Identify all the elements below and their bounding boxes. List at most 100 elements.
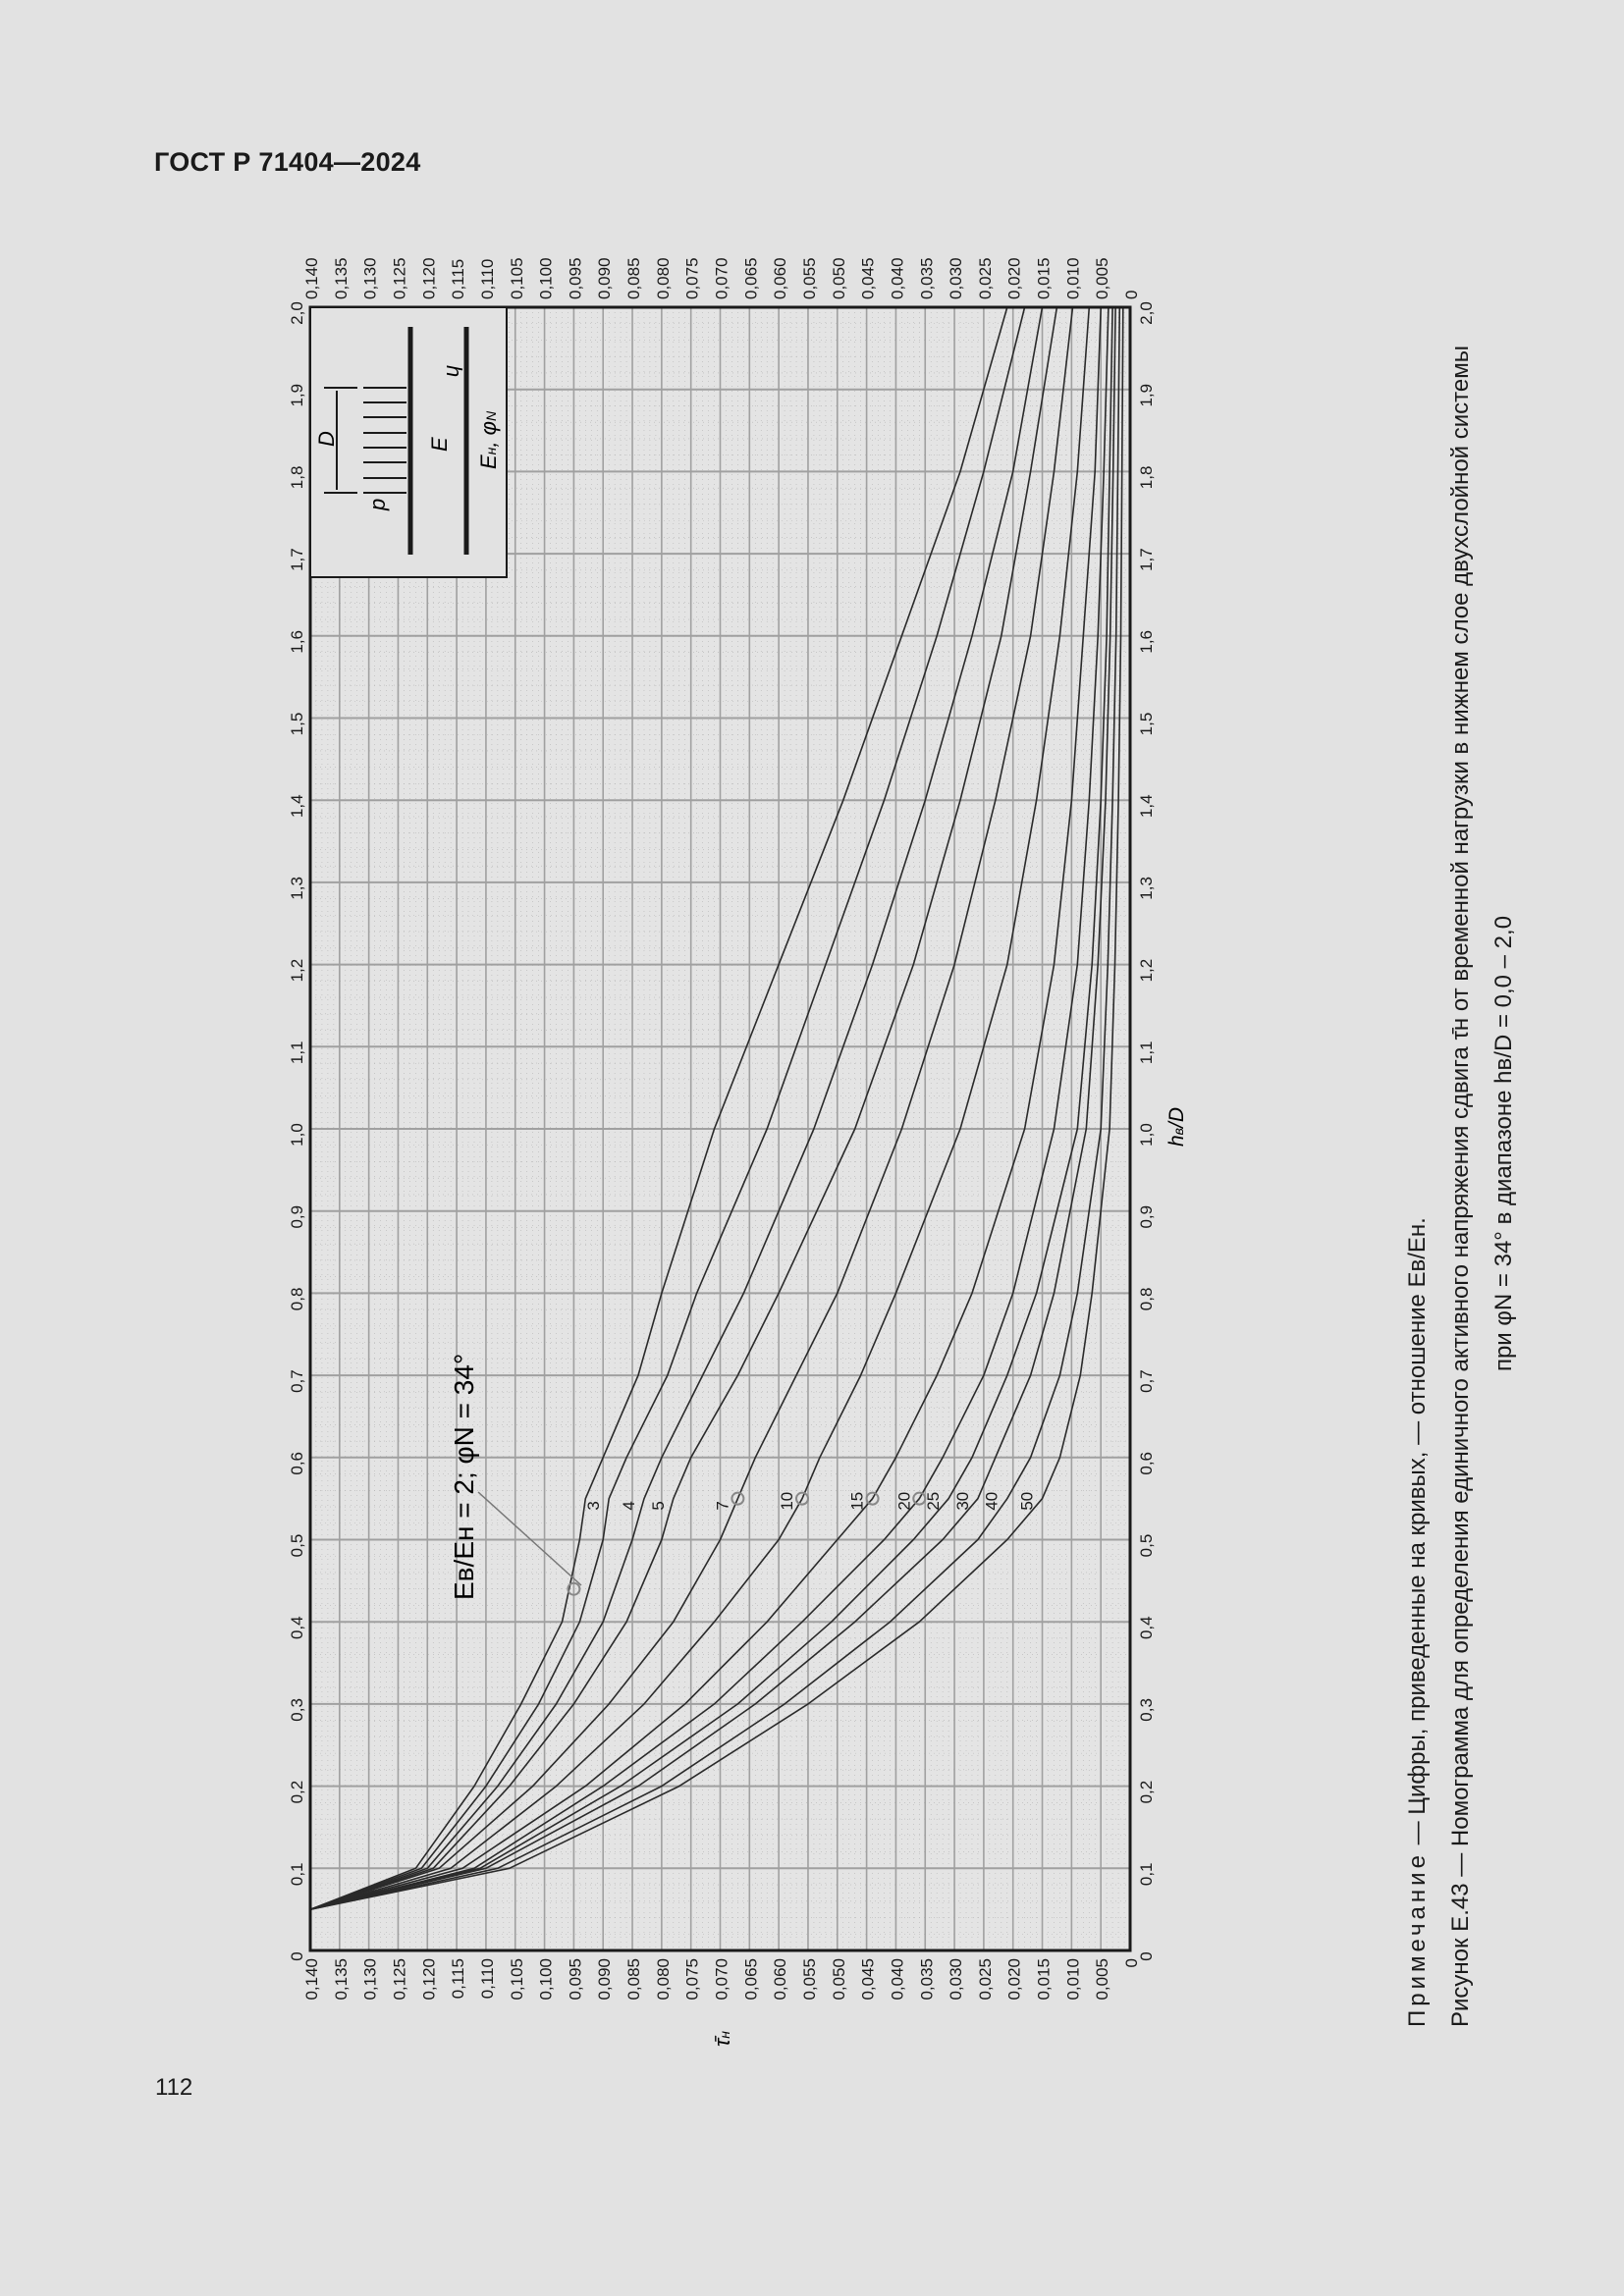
y-tick-label: 0,130 — [361, 1958, 380, 2001]
x-tick-label: 1,6 — [288, 630, 306, 654]
y-tick-label: 0,045 — [859, 1958, 878, 2001]
x-tick-label: 0 — [288, 1951, 306, 1960]
y-tick-label: 0,110 — [478, 259, 497, 299]
inset-label-p: p — [365, 499, 390, 511]
curve-label: 10 — [778, 1492, 796, 1511]
ratio-annotation: Eв/Eн = 2; φN = 34° — [449, 1354, 479, 1600]
curve-marker-circle — [567, 1581, 581, 1596]
y-tick-label: 0,005 — [1093, 257, 1111, 299]
x-tick-label: 1,4 — [1137, 794, 1156, 818]
curve-marker-circle — [795, 1491, 809, 1506]
curve-label: 20 — [894, 1492, 913, 1511]
curve-ratio-50 — [309, 306, 1124, 1910]
y-tick-label: 0,090 — [595, 1958, 614, 2001]
y-tick-label: 0,130 — [361, 257, 380, 299]
curve-marker-circle — [912, 1491, 927, 1506]
x-tick-label: 1,9 — [288, 384, 306, 407]
y-tick-label: 0,005 — [1093, 1958, 1111, 2001]
y-tick-label: 0,020 — [1005, 1958, 1024, 2001]
y-tick-label: 0,050 — [830, 257, 848, 299]
curve-ratio-5 — [309, 306, 1058, 1910]
x-tick-label: 1,5 — [288, 713, 306, 736]
y-tick-label: 0,085 — [624, 257, 643, 299]
y-tick-label: 0,050 — [830, 1958, 848, 2001]
curve-ratio-20 — [309, 306, 1110, 1910]
inset-label-d: D — [314, 431, 339, 447]
x-tick-label: 0 — [1137, 1951, 1156, 1960]
note-text: — Цифры, приведенные на кривых, — отноше… — [1404, 1217, 1431, 1852]
curve-label: 5 — [649, 1501, 668, 1510]
x-tick-label: 0,7 — [1137, 1369, 1156, 1393]
y-tick-label: 0,035 — [917, 257, 936, 299]
curve-marker-circle — [865, 1491, 880, 1506]
x-tick-label: 0,5 — [1137, 1534, 1156, 1558]
x-tick-label: 1,3 — [1137, 877, 1156, 900]
y-tick-label: 0,080 — [654, 1958, 673, 2001]
chart-tick-labels: 0,1400,1400,1350,1350,1300,1300,1250,125… — [288, 257, 1156, 2000]
x-tick-label: 1,7 — [288, 548, 306, 571]
y-tick-label: 0,060 — [771, 257, 789, 299]
curve-ratio-2 — [309, 306, 1008, 1910]
x-tick-label: 0,4 — [288, 1616, 306, 1639]
y-tick-label: 0,055 — [800, 1958, 819, 2001]
figure-caption: Примечание — Цифры, приведенные на кривы… — [1396, 162, 1526, 2027]
inset-label-hv: h — [442, 365, 466, 377]
curve-marker-circle — [731, 1491, 745, 1506]
curve-label: 50 — [1018, 1492, 1037, 1511]
chart-grid — [309, 306, 1131, 1951]
curve-label: 40 — [983, 1492, 1001, 1511]
plot-frame — [308, 305, 1132, 1952]
x-tick-label: 0,8 — [288, 1288, 306, 1311]
y-tick-label: 0,035 — [917, 1958, 936, 2001]
y-tick-label: 0,045 — [859, 257, 878, 299]
y-tick-label: 0,015 — [1035, 1958, 1054, 2001]
y-tick-label: 0,070 — [713, 257, 731, 299]
x-tick-label: 0,6 — [1137, 1452, 1156, 1475]
x-tick-label: 0,2 — [288, 1781, 306, 1804]
x-tick-label: 0,1 — [1137, 1862, 1156, 1886]
x-tick-label: 0,5 — [288, 1534, 306, 1558]
curve-label: 4 — [620, 1501, 638, 1510]
y-tick-label: 0,135 — [332, 257, 351, 299]
y-tick-label: 0,125 — [390, 1958, 408, 2001]
curve-ratio-40 — [309, 306, 1121, 1910]
y-tick-label: 0,025 — [976, 1958, 995, 2001]
curve-ratio-30 — [309, 306, 1116, 1910]
x-axis-title: hв/D — [1165, 1107, 1188, 1147]
y-tick-label: 0 — [1122, 1958, 1141, 1967]
curve-ratio-4 — [309, 306, 1044, 1910]
y-tick-label: 0 — [1122, 291, 1141, 299]
y-axis-title: τ̄н — [710, 2031, 734, 2047]
y-tick-label: 0,125 — [390, 257, 408, 299]
x-tick-label: 0,7 — [288, 1369, 306, 1393]
x-tick-label: 0,6 — [288, 1452, 306, 1475]
y-tick-label: 0,120 — [419, 257, 438, 299]
y-tick-label: 0,080 — [654, 257, 673, 299]
note-prefix: Примечание — [1404, 1851, 1431, 2027]
y-tick-label: 0,030 — [947, 257, 965, 299]
curve-label: 25 — [924, 1492, 943, 1511]
note-line: Примечание — Цифры, приведенные на кривы… — [1396, 162, 1439, 2027]
y-tick-label: 0,135 — [332, 1958, 351, 2001]
y-tick-label: 0,075 — [683, 1958, 702, 2001]
y-tick-label: 0,030 — [947, 1958, 965, 2001]
x-tick-label: 2,0 — [1137, 301, 1156, 325]
y-tick-label: 0,055 — [800, 257, 819, 299]
x-tick-label: 0,3 — [1137, 1698, 1156, 1722]
y-tick-label: 0,100 — [537, 1958, 556, 2001]
curve-label: 7 — [713, 1501, 731, 1510]
x-tick-label: 1,6 — [1137, 630, 1156, 654]
curve-ratio-25 — [309, 306, 1113, 1910]
figure-title-line-1: Рисунок Е.43 — Номограмма для определени… — [1447, 346, 1474, 2027]
y-tick-label: 0,020 — [1005, 257, 1024, 299]
figure-title-line-2: при φN = 34° в диапазоне hв/D = 0,0 – 2,… — [1490, 915, 1517, 1372]
y-tick-label: 0,105 — [508, 1958, 526, 2001]
y-tick-label: 0,100 — [537, 257, 556, 299]
y-tick-label: 0,095 — [566, 257, 584, 299]
x-tick-label: 1,8 — [1137, 466, 1156, 490]
load-arrows-icon — [324, 387, 406, 494]
x-tick-label: 1,0 — [288, 1123, 306, 1147]
y-tick-label: 0,090 — [595, 257, 614, 299]
x-tick-label: 1,2 — [1137, 959, 1156, 983]
